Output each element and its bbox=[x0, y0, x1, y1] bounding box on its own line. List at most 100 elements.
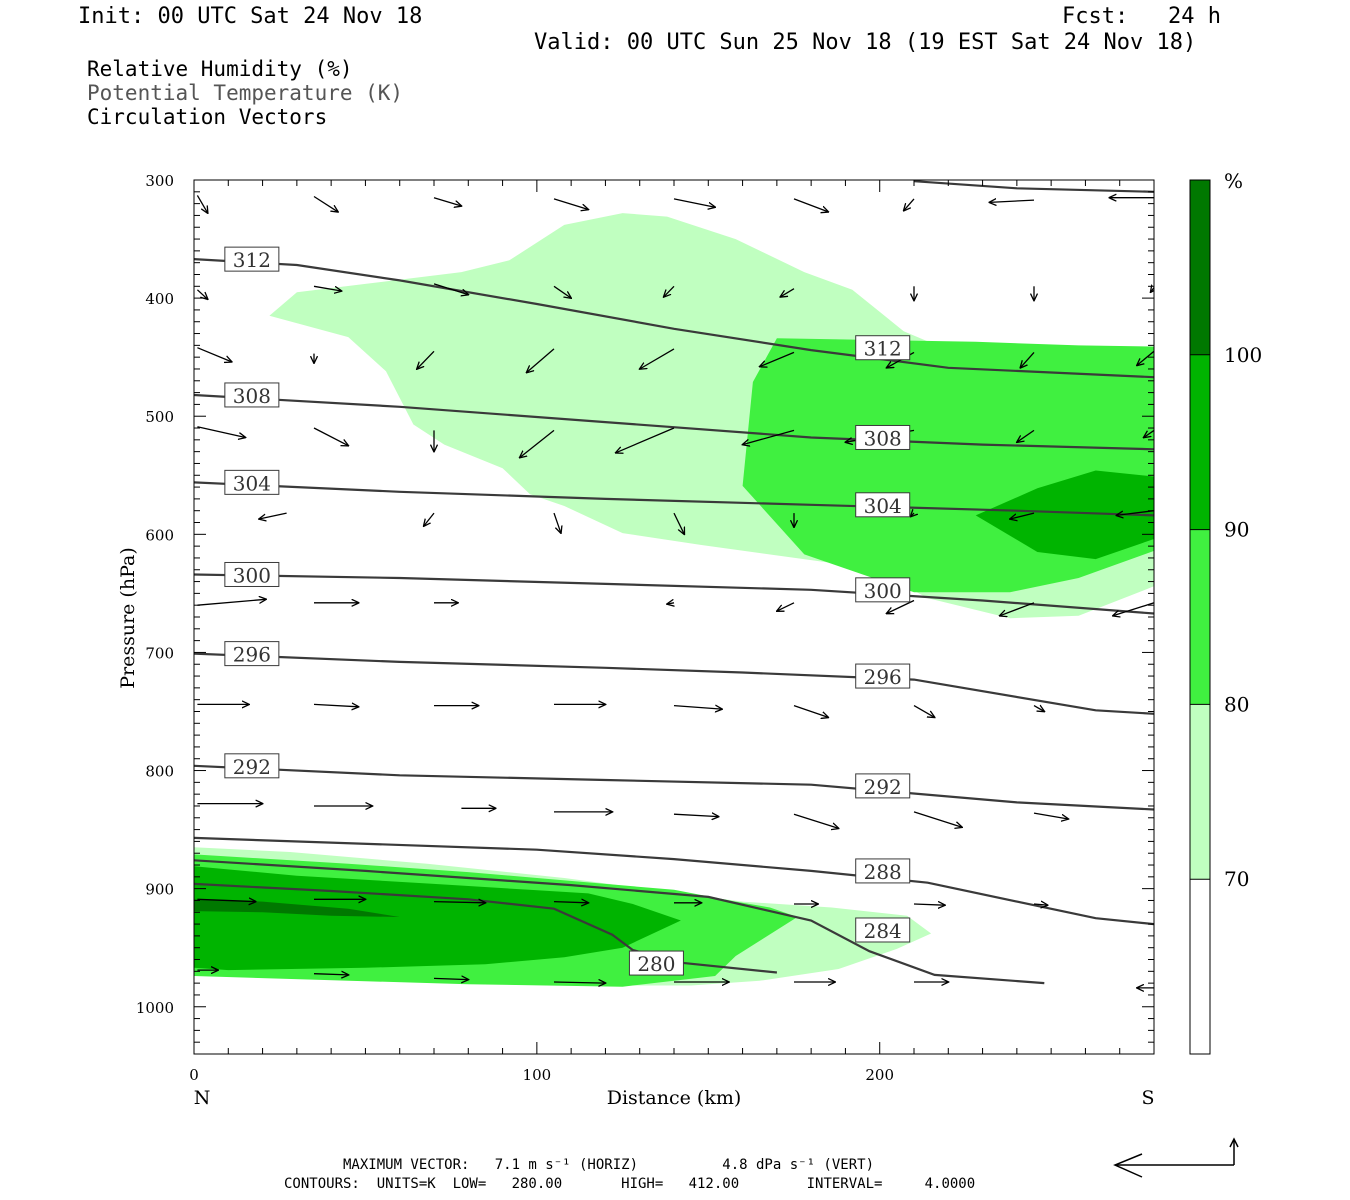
contour-label-box bbox=[855, 917, 911, 943]
contour-label-308: 308 bbox=[233, 384, 271, 408]
contour-label-300: 300 bbox=[233, 563, 271, 587]
circulation-vector bbox=[887, 599, 915, 614]
contour-label-box bbox=[855, 773, 911, 799]
circulation-vector bbox=[673, 512, 684, 534]
theta-contour-308 bbox=[194, 393, 1154, 451]
y-tick-label-300: 300 bbox=[145, 172, 174, 190]
contour-label-box bbox=[855, 335, 911, 361]
theta-contour-300 bbox=[194, 573, 1154, 615]
circulation-vector bbox=[313, 195, 338, 212]
circulation-vector bbox=[1010, 512, 1035, 519]
x-axis-title: Distance (km) bbox=[607, 1087, 742, 1109]
contour-label-296: 296 bbox=[233, 643, 271, 667]
contour-label-box bbox=[224, 469, 280, 495]
contour-label-box bbox=[224, 641, 280, 667]
circulation-vector bbox=[313, 427, 348, 446]
valid-time: Valid: 00 UTC Sun 25 Nov 18 (19 EST Sat … bbox=[534, 30, 1197, 55]
contour-label-box bbox=[855, 663, 911, 689]
colorbar-label-100: 100 bbox=[1224, 343, 1262, 367]
contour-label-box bbox=[855, 424, 911, 450]
field-label-vectors: Circulation Vectors bbox=[87, 105, 328, 129]
theta-contour-284 bbox=[194, 859, 1045, 985]
circulation-vector bbox=[667, 603, 674, 604]
theta-contour-312 bbox=[194, 258, 1154, 379]
circulation-vector bbox=[904, 198, 915, 211]
x-tick-label-100: 100 bbox=[523, 1066, 552, 1084]
field-label-theta: Potential Temperature (K) bbox=[87, 81, 404, 105]
rh-area-90 bbox=[975, 470, 1154, 560]
contour-label-box bbox=[224, 753, 280, 779]
y-tick-label-900: 900 bbox=[145, 881, 174, 899]
contour-label-280: 280 bbox=[637, 952, 675, 976]
circulation-vector bbox=[1144, 429, 1154, 437]
circulation-vector bbox=[913, 811, 962, 827]
circulation-vector bbox=[760, 351, 795, 366]
circulation-vector bbox=[259, 512, 287, 519]
circulation-vector bbox=[1020, 351, 1035, 367]
contour-label-box bbox=[855, 577, 911, 603]
south-label: S bbox=[1141, 1087, 1154, 1109]
max-vector-info: MAXIMUM VECTOR: 7.1 m s⁻¹ (HORIZ) 4.8 dP… bbox=[343, 1157, 875, 1173]
rh-area-90 bbox=[194, 866, 681, 971]
y-tick-label-700: 700 bbox=[145, 644, 174, 662]
contour-label-300: 300 bbox=[864, 579, 902, 603]
theta-contour-296 bbox=[194, 652, 1154, 715]
circulation-vector bbox=[313, 285, 341, 291]
contour-label-312: 312 bbox=[864, 337, 902, 361]
theta-contour-288 bbox=[194, 836, 1154, 926]
circulation-vector bbox=[1033, 706, 1044, 712]
circulation-vector bbox=[433, 978, 468, 979]
contour-label-box bbox=[855, 492, 911, 518]
circulation-vector bbox=[1017, 429, 1035, 442]
colorbar-segment bbox=[1190, 529, 1210, 705]
circulation-vector bbox=[424, 512, 435, 526]
circulation-vector bbox=[553, 512, 561, 533]
theta-contour-304 bbox=[194, 481, 1154, 517]
x-tick-label-0: 0 bbox=[189, 1066, 199, 1084]
circulation-vector bbox=[989, 200, 1035, 202]
circulation-vector bbox=[793, 813, 839, 828]
contour-label-312: 312 bbox=[233, 248, 271, 272]
circulation-vector bbox=[1000, 602, 1035, 616]
colorbar-segment bbox=[1190, 354, 1210, 530]
circulation-vector bbox=[673, 198, 715, 207]
colorbar-label-90: 90 bbox=[1224, 518, 1249, 542]
circulation-vector bbox=[616, 427, 675, 453]
colorbar-frame bbox=[1189, 179, 1211, 1055]
theta-contour-292 bbox=[194, 764, 1154, 811]
circulation-vector bbox=[553, 982, 605, 983]
colorbar-segment bbox=[1190, 879, 1210, 1054]
circulation-vector bbox=[313, 974, 348, 975]
circulation-vector bbox=[1137, 350, 1154, 365]
y-tick-label-1000: 1000 bbox=[136, 999, 174, 1017]
field-label-rh: Relative Humidity (%) bbox=[87, 57, 353, 81]
theta-contour-316 bbox=[913, 180, 1154, 193]
circulation-vector bbox=[664, 285, 675, 297]
y-tick-label-500: 500 bbox=[145, 408, 174, 426]
init-time: Init: 00 UTC Sat 24 Nov 18 bbox=[78, 4, 423, 29]
rh-area-100 bbox=[194, 899, 400, 917]
circulation-vector bbox=[793, 198, 828, 212]
circulation-vector bbox=[780, 288, 795, 297]
circulation-vector bbox=[1151, 288, 1154, 293]
contour-label-292: 292 bbox=[233, 755, 271, 779]
contour-info: CONTOURS: UNITS=K LOW= 280.00 HIGH= 412.… bbox=[284, 1176, 976, 1192]
circulation-vector bbox=[913, 904, 945, 905]
reference-vector-horizontal-head bbox=[1113, 1153, 1143, 1178]
contour-label-304: 304 bbox=[233, 471, 271, 495]
colorbar-label-70: 70 bbox=[1224, 867, 1249, 891]
circulation-vector bbox=[1116, 510, 1154, 516]
contour-label-box bbox=[855, 858, 911, 884]
contour-label-304: 304 bbox=[864, 494, 902, 518]
forecast-hour: Fcst: 24 h bbox=[1062, 4, 1221, 29]
circulation-vector bbox=[433, 197, 461, 206]
contour-label-288: 288 bbox=[864, 860, 902, 884]
circulation-vector bbox=[913, 705, 935, 718]
north-label: N bbox=[194, 1087, 211, 1109]
circulation-vector bbox=[553, 198, 588, 210]
circulation-vector bbox=[777, 602, 795, 611]
circulation-vector bbox=[673, 706, 722, 710]
circulation-vector bbox=[743, 429, 795, 444]
circulation-vector bbox=[520, 429, 555, 457]
circulation-vector bbox=[417, 350, 435, 369]
